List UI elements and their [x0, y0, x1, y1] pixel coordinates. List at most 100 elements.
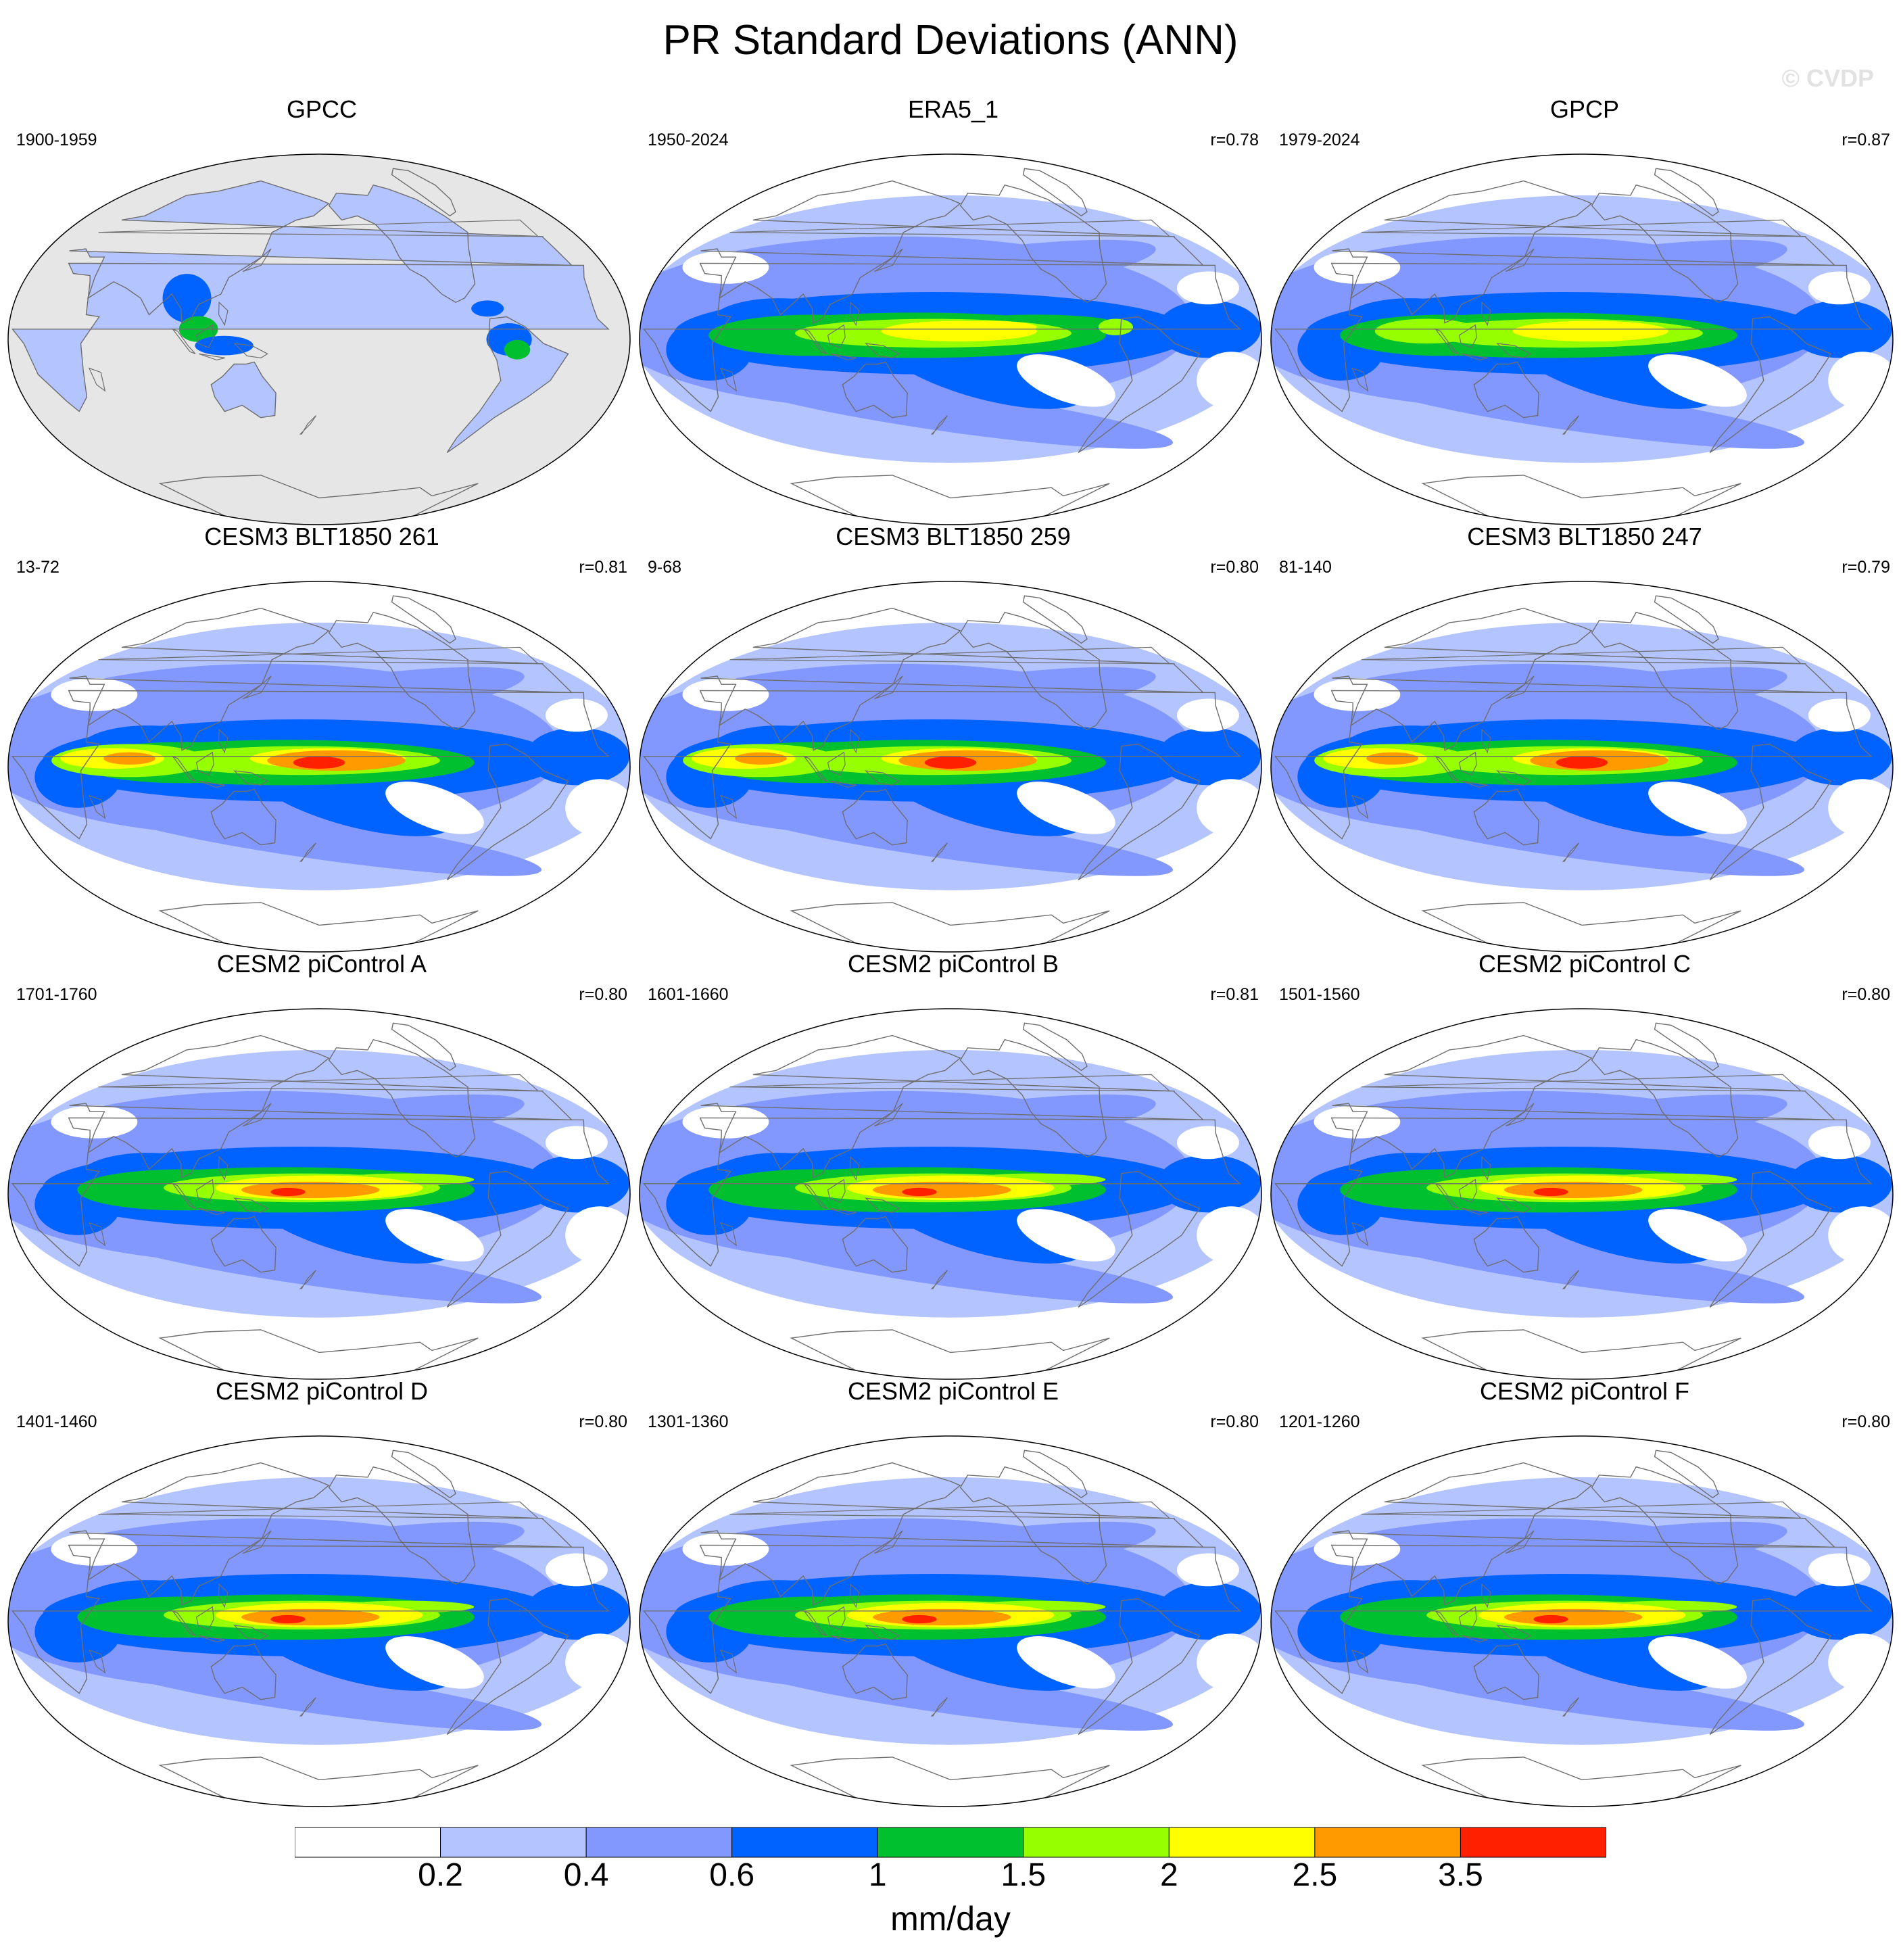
map-panel: GPCP 1979-2024 r=0.87	[1270, 95, 1900, 525]
coastline	[1496, 343, 1531, 359]
coastline	[299, 1270, 317, 1289]
field-contour-level-0	[1314, 678, 1401, 711]
colorbar-tick-label: 2	[1159, 1857, 1178, 1893]
coastline	[11, 262, 610, 412]
panel-correlation: r=0.80	[1210, 1412, 1259, 1431]
coastline	[1078, 1598, 1201, 1735]
panel-title: CESM2 piControl E	[847, 1377, 1059, 1405]
coastline	[1461, 1208, 1488, 1216]
field-contour-level-0	[385, 1636, 484, 1689]
coastline	[299, 842, 317, 862]
coastline	[865, 343, 900, 359]
land-anomaly	[195, 335, 254, 356]
coastline	[446, 316, 569, 453]
coastline	[719, 1222, 738, 1247]
map-border	[639, 581, 1262, 953]
field-contour-level-0	[1314, 1105, 1401, 1139]
coastline	[827, 324, 846, 348]
coastline	[11, 1117, 610, 1267]
coastline	[1496, 770, 1531, 786]
field-contour-level-5	[1374, 318, 1479, 344]
coastline	[158, 1329, 479, 1379]
map-panel: CESM3 BLT1850 261 13-72 r=0.81	[7, 522, 637, 953]
coastline	[218, 1155, 228, 1181]
panel-title: CESM3 BLT1850 247	[1467, 523, 1702, 550]
coastline	[210, 1216, 276, 1273]
coastline	[802, 755, 827, 782]
field-contour-level-0	[1017, 1636, 1115, 1689]
coastline	[790, 902, 1110, 952]
coastline	[98, 1074, 544, 1092]
coastline	[446, 743, 569, 880]
coastline	[729, 219, 1175, 237]
coastline	[391, 1450, 456, 1499]
coastline	[1022, 595, 1088, 644]
coastline	[171, 755, 196, 782]
coastline	[446, 1598, 569, 1735]
coastline	[930, 415, 948, 435]
coastline	[865, 1197, 900, 1214]
coastline	[233, 770, 268, 786]
field-contour-level-0	[1314, 251, 1401, 284]
coastline	[243, 248, 272, 272]
field-contour-level-0	[682, 678, 769, 711]
coastline	[642, 690, 1241, 840]
colorbar-tick-label: 0.2	[418, 1857, 463, 1893]
coastline	[158, 902, 479, 952]
panel-correlation: r=0.80	[1210, 558, 1259, 577]
field-contour-level-8	[924, 756, 977, 769]
panel-correlation: r=0.87	[1842, 130, 1890, 149]
coastline	[829, 353, 857, 361]
coastline	[827, 1178, 846, 1203]
coastline	[1506, 675, 1535, 700]
coastline	[930, 1270, 948, 1289]
coastline	[959, 184, 1107, 303]
map-svg	[1270, 153, 1894, 525]
coastline	[391, 168, 456, 217]
field-contour-level-2	[1359, 801, 1804, 876]
coastline	[210, 361, 276, 419]
field-contour-level-8	[1533, 1187, 1568, 1197]
map-panel: CESM2 piControl E 1301-1360 r=0.80	[638, 1377, 1268, 1807]
field-contour-level-0	[1197, 1633, 1261, 1692]
panel-period: 1401-1460	[16, 1412, 97, 1431]
field-contour-level-8	[1556, 756, 1608, 769]
coastline	[719, 794, 738, 819]
coastline	[391, 1022, 456, 1072]
map-svg	[639, 1008, 1262, 1380]
map-svg	[7, 581, 631, 953]
panel-correlation: r=0.80	[579, 985, 627, 1004]
coastline	[842, 1643, 908, 1700]
coastline	[1481, 1155, 1491, 1181]
coastline	[1274, 690, 1873, 840]
field-contour-level-0	[1176, 271, 1239, 305]
coastline	[243, 1103, 272, 1127]
coastline	[790, 1329, 1110, 1379]
coastline	[158, 1756, 479, 1807]
panel-correlation: r=0.80	[1842, 985, 1890, 1004]
coastline	[98, 219, 544, 237]
coastline	[1351, 794, 1369, 819]
field-contour-level-5	[1098, 318, 1133, 335]
coastline	[198, 1635, 225, 1643]
coastline	[233, 1625, 268, 1641]
map-svg	[7, 153, 631, 525]
field-contour-level-0	[51, 1105, 138, 1139]
coastline	[1332, 1462, 1836, 1606]
coastline	[874, 675, 903, 700]
coastline	[1506, 1530, 1535, 1554]
field-contour-level-0	[682, 251, 769, 284]
coastline	[195, 324, 214, 348]
coastline	[642, 1117, 1241, 1267]
coastline	[1473, 788, 1539, 846]
colorbar-box	[1314, 1827, 1461, 1858]
map-svg	[7, 1008, 631, 1380]
coastline	[959, 611, 1107, 730]
coastline	[802, 1182, 827, 1209]
field-contour-level-8	[1533, 1615, 1568, 1624]
field-contour-level-8	[270, 1615, 306, 1624]
coastline	[700, 180, 1205, 324]
coastline	[328, 1038, 476, 1157]
coastline	[1458, 324, 1477, 348]
map-panel: ERA5_1 1950-2024 r=0.78	[638, 95, 1268, 525]
